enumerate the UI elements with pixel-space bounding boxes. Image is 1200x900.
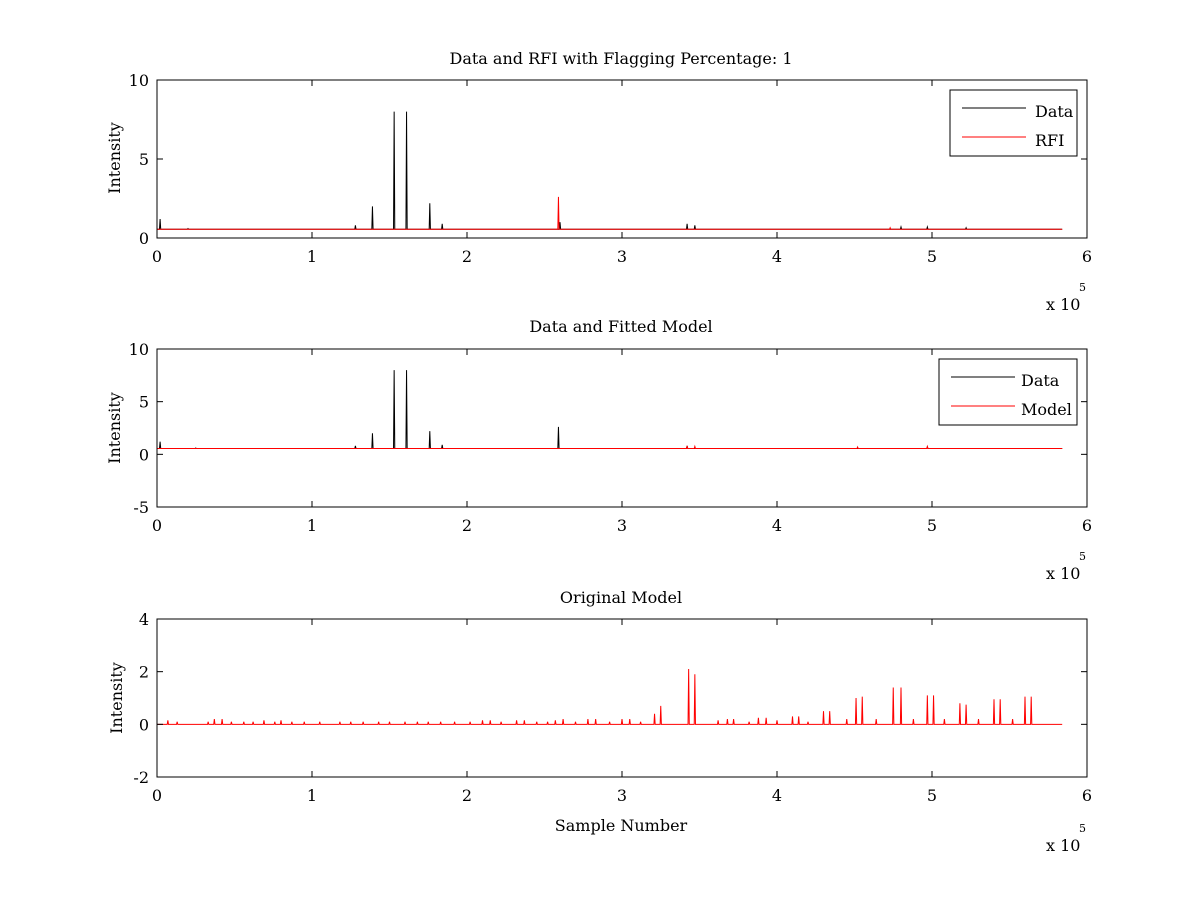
panel-title: Data and RFI with Flagging Percentage: 1 [449,49,792,68]
x-tick-label: 2 [462,516,472,535]
legend: Data RFI [949,89,1078,157]
y-tick-label: 4 [139,610,149,629]
x-tick-label: 6 [1082,516,1092,535]
x-tick-label: 5 [927,516,937,535]
y-tick-label: 0 [139,229,149,248]
x-tick-label: 0 [152,516,162,535]
x-axis-exponent-base: x 10 [1046,295,1080,314]
y-tick-label: 10 [129,71,149,90]
series-line-0 [157,669,1063,725]
plot-area [157,669,1063,725]
x-tick-label: 1 [307,516,317,535]
y-tick-label: 10 [129,340,149,359]
x-tick-label: 4 [772,516,782,535]
panel-title: Original Model [560,588,682,607]
panel-title: Data and Fitted Model [529,317,712,336]
x-tick-label: 0 [152,786,162,805]
legend-box [938,358,1078,426]
x-tick-label: 1 [307,247,317,266]
y-axis-label: Intensity [105,392,124,464]
x-tick-label: 6 [1082,247,1092,266]
legend-label-data: Data [1035,102,1074,121]
plot-area [157,370,1063,450]
x-tick-label: 6 [1082,786,1092,805]
legend: Data Model [938,358,1078,426]
x-tick-label: 1 [307,786,317,805]
x-tick-label: 3 [617,247,627,266]
y-axis-label: Intensity [107,662,126,734]
x-tick-label: 5 [927,247,937,266]
x-axis-exponent-base: x 10 [1046,836,1080,855]
y-tick-label: 0 [139,445,149,464]
series-line-rfi [157,196,1063,230]
y-tick-label: 2 [139,663,149,682]
y-tick-label: 0 [139,715,149,734]
legend-label-rfi: RFI [1035,131,1064,150]
x-tick-label: 3 [617,516,627,535]
x-tick-label: 4 [772,786,782,805]
panel-data-rfi: Data and RFI with Flagging Percentage: 1… [105,49,1092,314]
panel-data-model: Data and Fitted Model Intensity 0 1 2 3 4 5 6 -… [105,317,1092,583]
x-tick-label: 3 [617,786,627,805]
x-tick-label: 0 [152,247,162,266]
x-tick-label: 2 [462,786,472,805]
y-axis-label: Intensity [105,122,124,194]
legend-label-model: Model [1021,400,1072,419]
x-tick-label: 5 [927,786,937,805]
x-tick-label: 2 [462,247,472,266]
x-tick-label: 4 [772,247,782,266]
y-tick-label: -2 [133,768,149,787]
plot-area [157,111,1063,230]
y-tick-label: 5 [139,393,149,412]
legend-label-data: Data [1021,371,1060,390]
series-line-model [157,444,1063,450]
legend-box [949,89,1078,157]
x-axis-exponent-power: 5 [1079,550,1086,563]
axis-ticks: 0 1 2 3 4 5 6 0 5 10 [129,71,1092,266]
y-tick-label: 5 [139,150,149,169]
y-tick-label: -5 [133,498,149,517]
x-axis-exponent-base: x 10 [1046,564,1080,583]
x-axis-exponent-power: 5 [1079,822,1086,835]
x-axis-exponent-power: 5 [1079,281,1086,294]
x-axis-label: Sample Number [555,816,688,835]
